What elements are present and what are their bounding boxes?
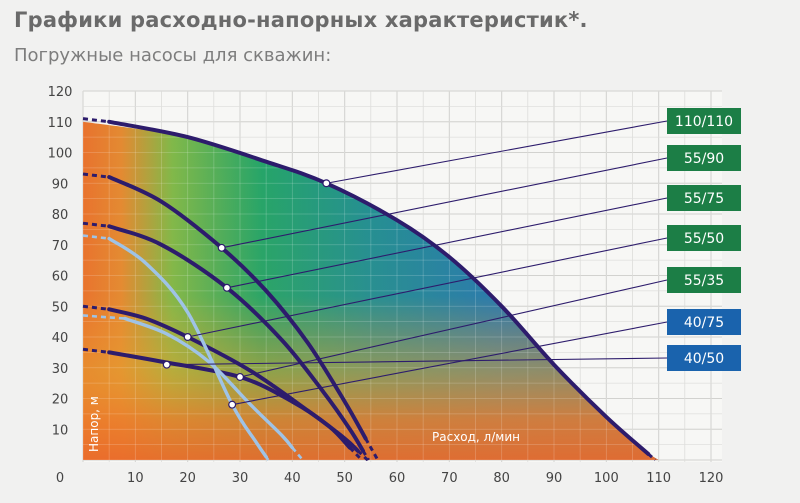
y-tick-label: 50 (52, 300, 69, 315)
y-tick-label: 90 (52, 177, 69, 192)
x-tick-label: 110 (646, 471, 671, 486)
badge-label: 55/50 (684, 231, 724, 247)
curve-dashed-start (82, 221, 110, 228)
x-tick-label: 120 (699, 471, 724, 486)
x-tick-label: 100 (594, 471, 619, 486)
curve-dashed-end (356, 449, 369, 462)
x-tick-label: 40 (284, 471, 301, 486)
y-tick-label: 30 (52, 362, 69, 377)
curve-55-35 (107, 350, 352, 450)
y-tick-label: 110 (48, 116, 73, 131)
curve-marker (236, 372, 245, 381)
x-tick-labels: 0 10 20 30 40 50 60 70 80 90 100 110 120 (56, 471, 724, 486)
curves-layer (82, 117, 657, 462)
y-tick-label: 40 (52, 331, 69, 346)
badge-110-110 (667, 108, 741, 134)
y-tick-label: 100 (48, 147, 73, 162)
leader-line (232, 321, 668, 406)
badge-label: 40/50 (684, 351, 724, 367)
curve-40-50 (123, 316, 294, 450)
y-axis-label: Напор, м (87, 396, 101, 452)
badge-label: 40/75 (684, 315, 724, 331)
leader-line (226, 197, 668, 289)
curve-dashed-start (82, 347, 110, 354)
curve-marker (322, 179, 331, 188)
y-tick-label: 70 (52, 239, 69, 254)
page-title: Графики расходно-напорных характеристик*… (14, 8, 588, 32)
curve-marker (228, 400, 237, 409)
badge-55-35 (667, 267, 741, 293)
curve-110-110 (107, 119, 651, 456)
x-tick-label: 80 (493, 471, 510, 486)
x-tick-label: 30 (232, 471, 249, 486)
badge-label: 55/35 (684, 273, 724, 289)
leader-line (166, 357, 668, 366)
badge-label: 55/75 (684, 191, 724, 207)
x-tick-label: 60 (389, 471, 406, 486)
x-tick-label: 0 (56, 471, 64, 486)
leader-line (239, 279, 668, 378)
curve-55-50 (107, 307, 360, 453)
legend-badges: 110/110 55/90 55/75 55/50 55/35 40/75 40/50 (667, 108, 741, 371)
y-tick-label: 10 (52, 423, 69, 438)
curve-marker (183, 333, 192, 342)
x-tick-label: 90 (546, 471, 563, 486)
badge-55-90 (667, 145, 741, 171)
curve-dashed-end (348, 446, 363, 462)
curve-55-90 (107, 175, 368, 441)
curve-dashed-start (82, 314, 125, 320)
leaders-layer (162, 120, 668, 409)
curve-dashed-end (647, 452, 657, 462)
page-subtitle: Погружные насосы для скважин: (14, 45, 332, 66)
leader-line (221, 157, 668, 249)
curve-dashed-start (82, 234, 110, 240)
badge-label: 55/90 (684, 151, 724, 167)
x-tick-label: 50 (336, 471, 353, 486)
curve-marker (162, 360, 171, 369)
badge-55-50 (667, 225, 741, 251)
y-tick-label: 60 (52, 270, 69, 285)
curve-40-75 (107, 236, 268, 459)
leader-line (187, 237, 668, 338)
curve-dashed-end (291, 446, 304, 461)
x-tick-label: 10 (127, 471, 144, 486)
curve-55-75 (107, 224, 365, 453)
badge-55-75 (667, 185, 741, 211)
curve-dashed-end (361, 449, 370, 461)
curve-marker (217, 243, 226, 252)
y-tick-labels: 10 20 30 40 50 60 70 80 90 100 110 120 (48, 85, 73, 438)
curve-dashed-start (82, 172, 110, 179)
curve-dashed-start (82, 304, 110, 311)
leader-line (326, 120, 668, 184)
x-axis-label: Расход, л/мин (432, 430, 520, 444)
curve-marker (222, 283, 231, 292)
badge-40-50 (667, 345, 741, 371)
y-tick-label: 20 (52, 393, 69, 408)
badge-40-75 (667, 309, 741, 335)
curve-dashed-end (364, 437, 380, 461)
curve-dashed-start (82, 117, 110, 124)
x-tick-label: 70 (441, 471, 458, 486)
y-tick-label: 120 (48, 85, 73, 100)
y-tick-label: 80 (52, 208, 69, 223)
curve-dashed-end (265, 456, 270, 461)
badge-label: 110/110 (675, 114, 733, 130)
x-tick-label: 20 (179, 471, 196, 486)
